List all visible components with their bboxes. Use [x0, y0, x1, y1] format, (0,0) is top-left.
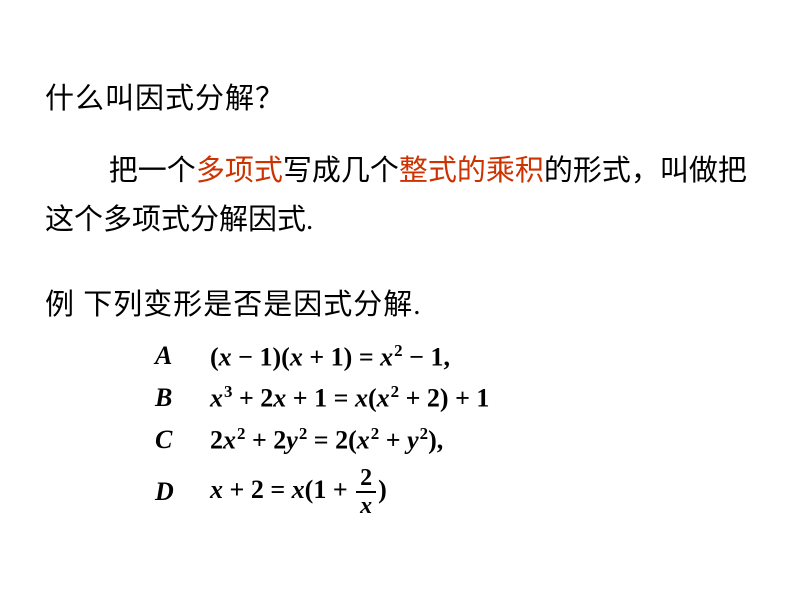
question-text: 什么叫因式分解？ [45, 75, 749, 117]
option-d-label: D [155, 477, 210, 507]
option-a-expr: (x − 1)(x + 1) = x2 − 1, [210, 341, 450, 373]
def-hl1: 多项式 [196, 155, 283, 187]
option-b-label: B [155, 383, 210, 413]
definition-text: 把一个多项式写成几个整式的乘积的形式，叫做把这个多项式分解因式. [45, 147, 749, 246]
option-b: B x3 + 2x + 1 = x(x2 + 2) + 1 [155, 382, 749, 414]
option-c-label: C [155, 425, 210, 455]
def-pre: 把一个 [109, 155, 196, 187]
option-b-expr: x3 + 2x + 1 = x(x2 + 2) + 1 [210, 382, 489, 414]
example-heading: 例 下列变形是否是因式分解. [45, 281, 749, 323]
options-block: A (x − 1)(x + 1) = x2 − 1, B x3 + 2x + 1… [155, 341, 749, 518]
option-d-expr: x + 2 = x(1 + 2x) [210, 466, 387, 518]
option-a: A (x − 1)(x + 1) = x2 − 1, [155, 341, 749, 373]
option-c: C 2x2 + 2y2 = 2(x2 + y2), [155, 424, 749, 456]
def-mid1: 写成几个 [283, 155, 399, 187]
option-c-expr: 2x2 + 2y2 = 2(x2 + y2), [210, 424, 443, 456]
slide: 什么叫因式分解？ 把一个多项式写成几个整式的乘积的形式，叫做把这个多项式分解因式… [0, 0, 794, 596]
option-a-label: A [155, 341, 210, 371]
def-hl2: 整式的乘积 [399, 155, 544, 187]
option-d: D x + 2 = x(1 + 2x) [155, 466, 749, 518]
